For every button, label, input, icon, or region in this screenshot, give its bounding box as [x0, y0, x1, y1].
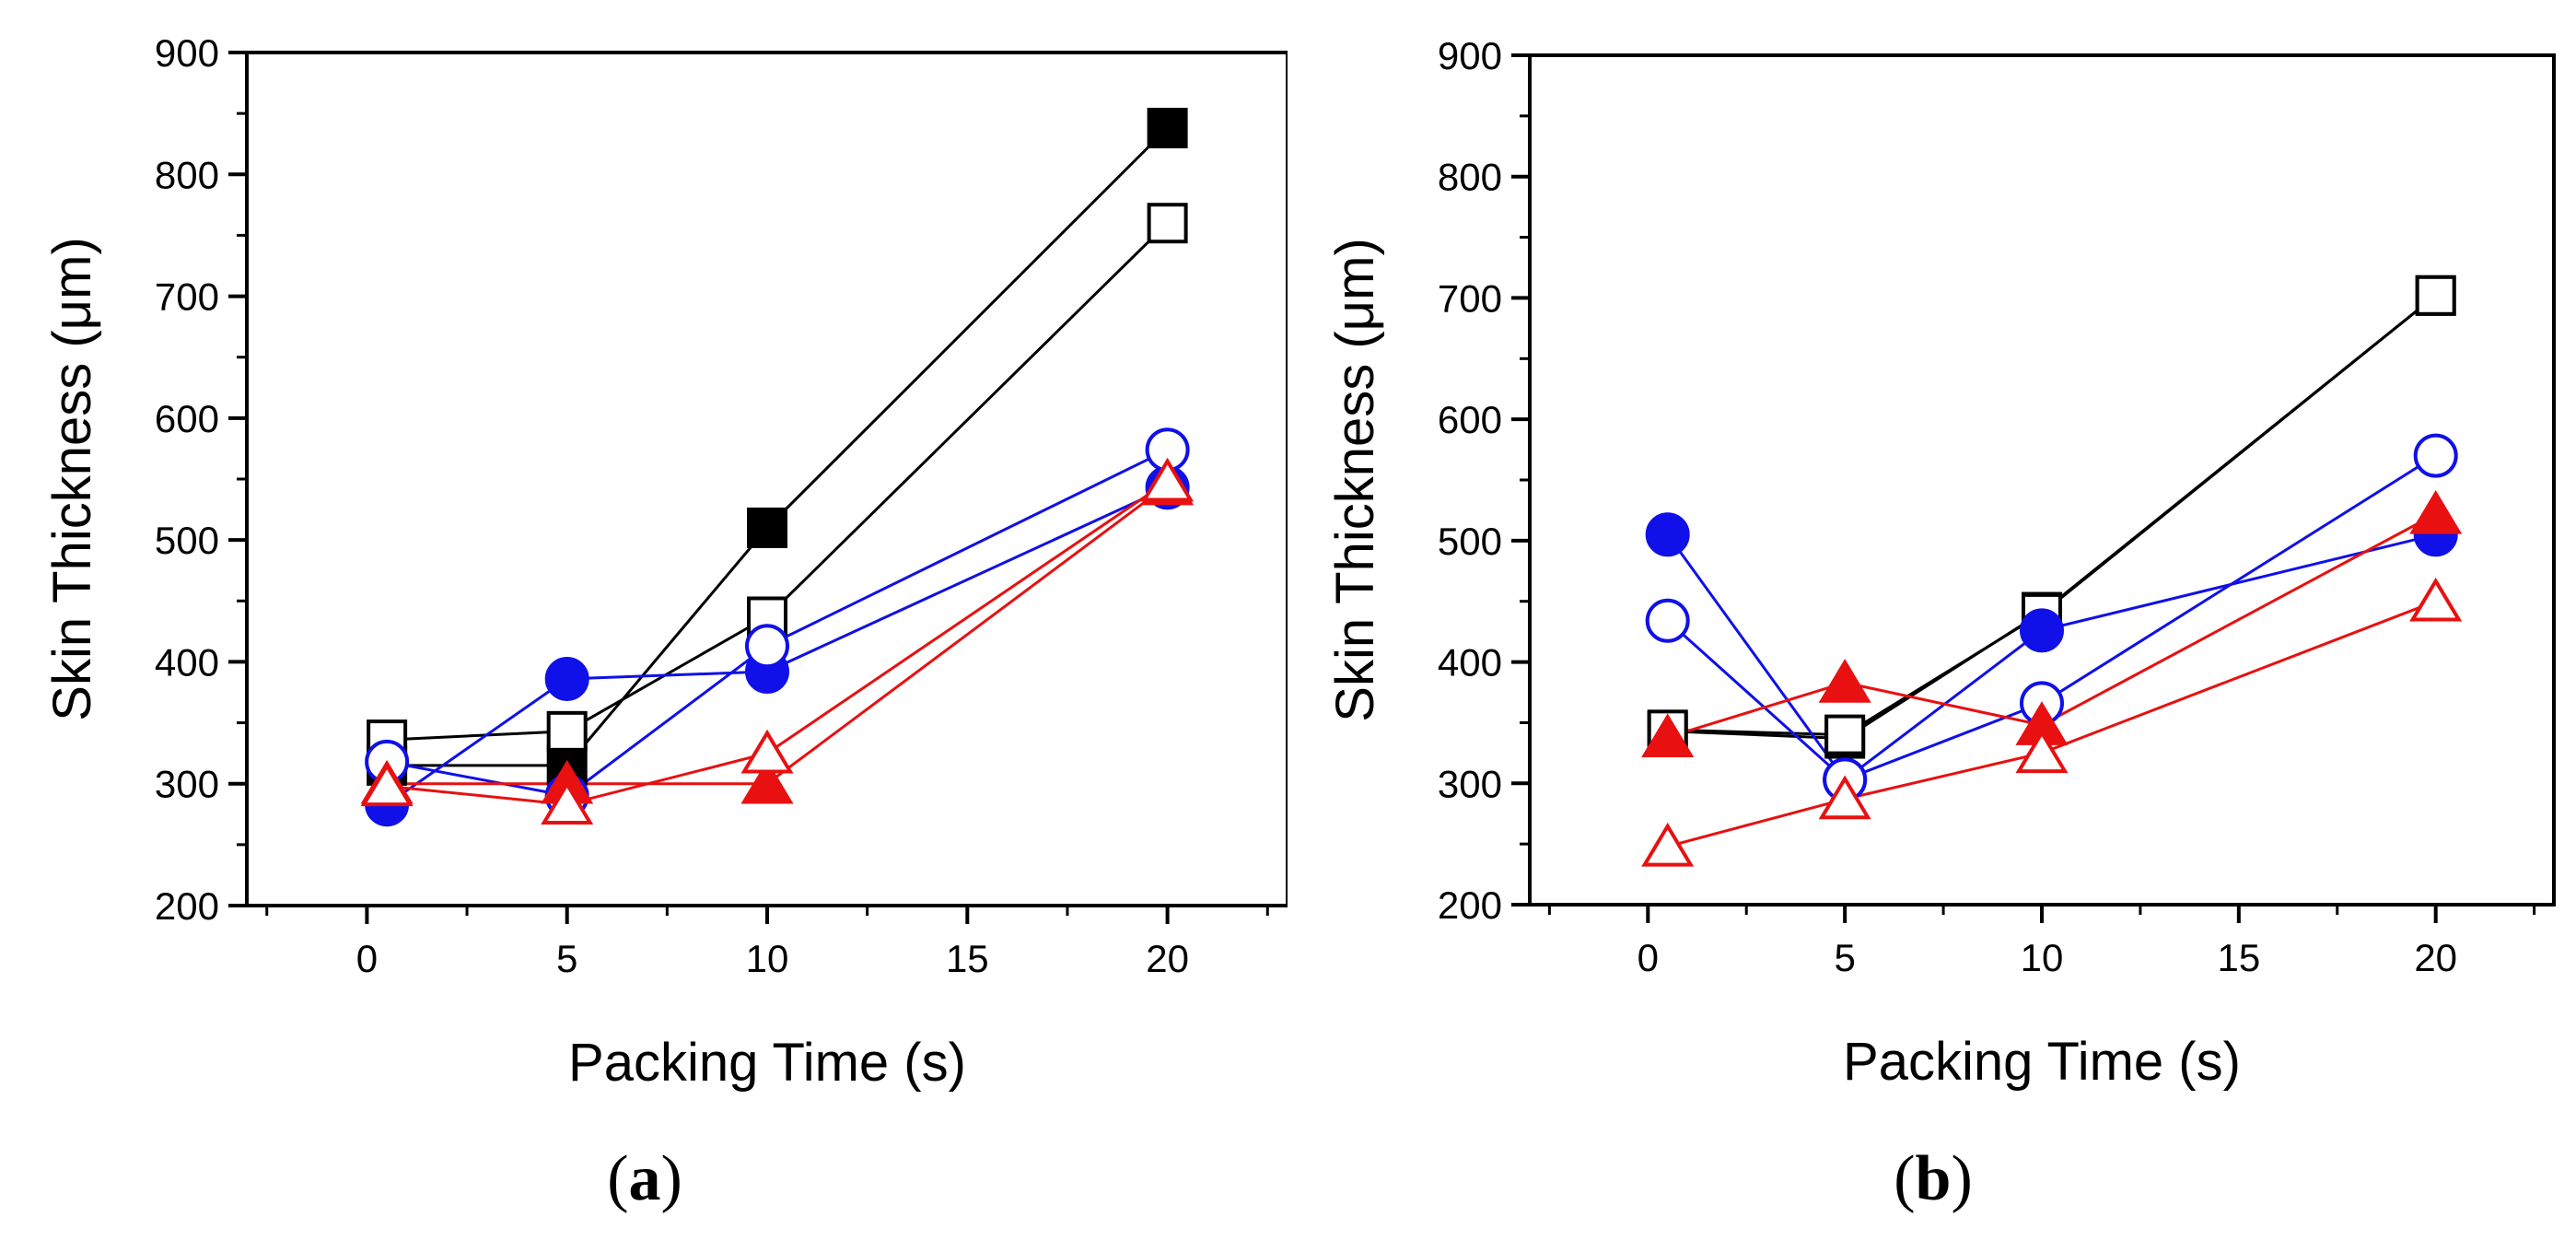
- chart-panel-a: 200 300 400 500 600 700 800 900 0 5 10 15 20 Packing …: [42, 31, 1288, 1214]
- panel-label-a: (a): [607, 1143, 682, 1214]
- chart-a-xtick-label-20: 20: [1146, 937, 1189, 980]
- chart-b-y-axis-title: Skin Thickness (μm): [1325, 238, 1385, 721]
- chart-b-series-5-point-1: [1818, 775, 1871, 820]
- chart-a-xtick-label-15: 15: [946, 937, 989, 980]
- chart-a-series-5-point-3: [1141, 457, 1195, 502]
- chart-b-ytick-label-500: 500: [1438, 520, 1502, 563]
- chart-b-xtick-label-10: 10: [2021, 936, 2064, 979]
- chart-b-series-1-point-3: [2415, 275, 2456, 316]
- chart-a-x-axis-title: Packing Time (s): [568, 1033, 966, 1093]
- chart-a-series-2-line: [386, 485, 1169, 806]
- chart-b-series-3-line: [1666, 454, 2437, 782]
- chart-a-ytick-label-500: 500: [155, 519, 219, 562]
- chart-b-svg: 200 300 400 500 600 700 800 900 0 5 10 15 20 Packing …: [1325, 34, 2556, 1092]
- chart-a-ytick-label-300: 300: [155, 763, 219, 806]
- chart-a-series-2-point-1: [544, 656, 589, 701]
- chart-b-ytick-label-600: 600: [1438, 398, 1502, 441]
- chart-a-ytick-label-200: 200: [155, 884, 219, 928]
- chart-a-ytick-label-700: 700: [155, 275, 219, 319]
- chart-b-series-4-point-0: [1641, 713, 1695, 758]
- chart-b-ytick-label-200: 200: [1438, 883, 1502, 927]
- chart-b-series-4-line: [1667, 512, 2437, 739]
- chart-b-xtick-label-5: 5: [1834, 936, 1855, 979]
- chart-a-y-axis-title: Skin Thickness (μm): [42, 237, 102, 720]
- chart-a-series-5-point-1: [541, 780, 594, 825]
- chart-a-ytick-label-600: 600: [155, 397, 219, 440]
- chart-a-series-5-point-0: [360, 762, 414, 807]
- chart-a-series-0-line: [387, 126, 1169, 767]
- chart-b-series-4-point-3: [2409, 489, 2463, 534]
- chart-panel-b: 200 300 400 500 600 700 800 900 0 5 10 15 20 Packing …: [1288, 0, 2576, 1240]
- chart-a-series-1-point-3: [1147, 203, 1188, 244]
- chart-b-series-1-line: [1667, 294, 2437, 737]
- chart-b-ytick-label-900: 900: [1438, 34, 1502, 77]
- chart-b-xtick-label-0: 0: [1638, 936, 1659, 979]
- chart-a-series-4-point-2: [740, 759, 794, 804]
- chart-b-series-5-point-2: [2015, 729, 2069, 774]
- chart-b-series-2-point-0: [1645, 512, 1690, 557]
- chart-a-series-5-point-2: [740, 729, 794, 774]
- chart-b-ytick-label-300: 300: [1438, 762, 1502, 805]
- chart-a-series-4-line: [387, 484, 1169, 786]
- chart-a-series-0-point-2: [747, 507, 787, 548]
- chart-b-ytick-label-700: 700: [1438, 276, 1502, 320]
- chart-a-series-0-point-3: [1147, 108, 1188, 149]
- chart-b-series-5-point-0: [1641, 822, 1695, 867]
- chart-a-svg: 200 300 400 500 600 700 800 900 0 5 10 15 20 Packing …: [42, 31, 1288, 1093]
- chart-a-series-3-line: [386, 448, 1169, 798]
- chart-a-series-1-point-1: [546, 710, 588, 752]
- chart-b-plot-frame: [1528, 53, 2556, 907]
- chart-b-ytick-label-800: 800: [1438, 156, 1502, 199]
- chart-b-series-5-point-3: [2409, 577, 2463, 622]
- chart-b-series-5-line: [1667, 600, 2437, 848]
- chart-a-ytick-label-800: 800: [155, 153, 219, 196]
- chart-b-ytick-label-400: 400: [1438, 641, 1502, 684]
- chart-b-series-1-point-1: [1824, 714, 1866, 755]
- chart-b-series-3-point-0: [1645, 598, 1690, 643]
- chart-b-series-3-point-3: [2413, 433, 2458, 478]
- chart-a-xtick-label-10: 10: [746, 937, 789, 980]
- panel-label-b: (b): [1894, 1143, 1973, 1214]
- chart-a-ytick-label-400: 400: [155, 640, 219, 684]
- chart-b-x-axis-title: Packing Time (s): [1843, 1032, 2241, 1092]
- chart-a-series-5-line: [386, 480, 1169, 806]
- chart-a-xtick-label-5: 5: [556, 937, 577, 980]
- chart-a-ytick-label-900: 900: [155, 31, 219, 75]
- chart-b-xtick-label-20: 20: [2414, 936, 2457, 979]
- chart-b-series-4-point-1: [1818, 659, 1871, 703]
- chart-b-series-0-line: [1667, 294, 2437, 741]
- chart-a-series-3-point-2: [745, 624, 789, 669]
- chart-a-xtick-label-0: 0: [356, 937, 378, 980]
- chart-b-xtick-label-15: 15: [2217, 936, 2260, 979]
- chart-b-series-2-point-2: [2020, 608, 2064, 653]
